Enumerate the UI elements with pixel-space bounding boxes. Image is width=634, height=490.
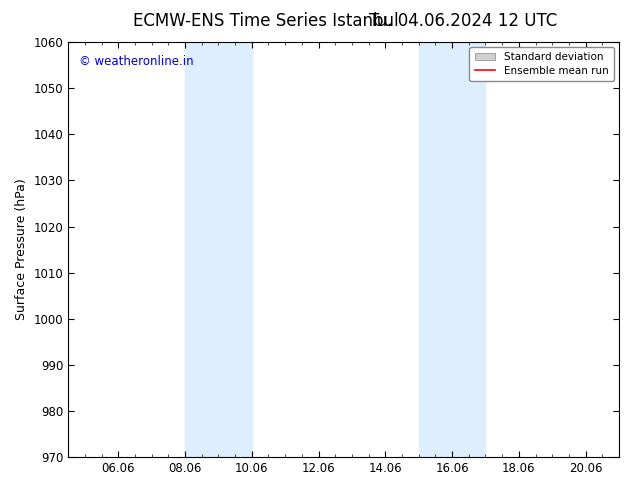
Y-axis label: Surface Pressure (hPa): Surface Pressure (hPa) <box>15 179 28 320</box>
Bar <box>418 42 486 457</box>
Legend: Standard deviation, Ensemble mean run: Standard deviation, Ensemble mean run <box>469 47 614 81</box>
Text: © weatheronline.in: © weatheronline.in <box>79 54 194 68</box>
Text: ECMW-ENS Time Series Istanbul: ECMW-ENS Time Series Istanbul <box>134 12 399 30</box>
Text: Tu. 04.06.2024 12 UTC: Tu. 04.06.2024 12 UTC <box>369 12 557 30</box>
Bar <box>185 42 252 457</box>
